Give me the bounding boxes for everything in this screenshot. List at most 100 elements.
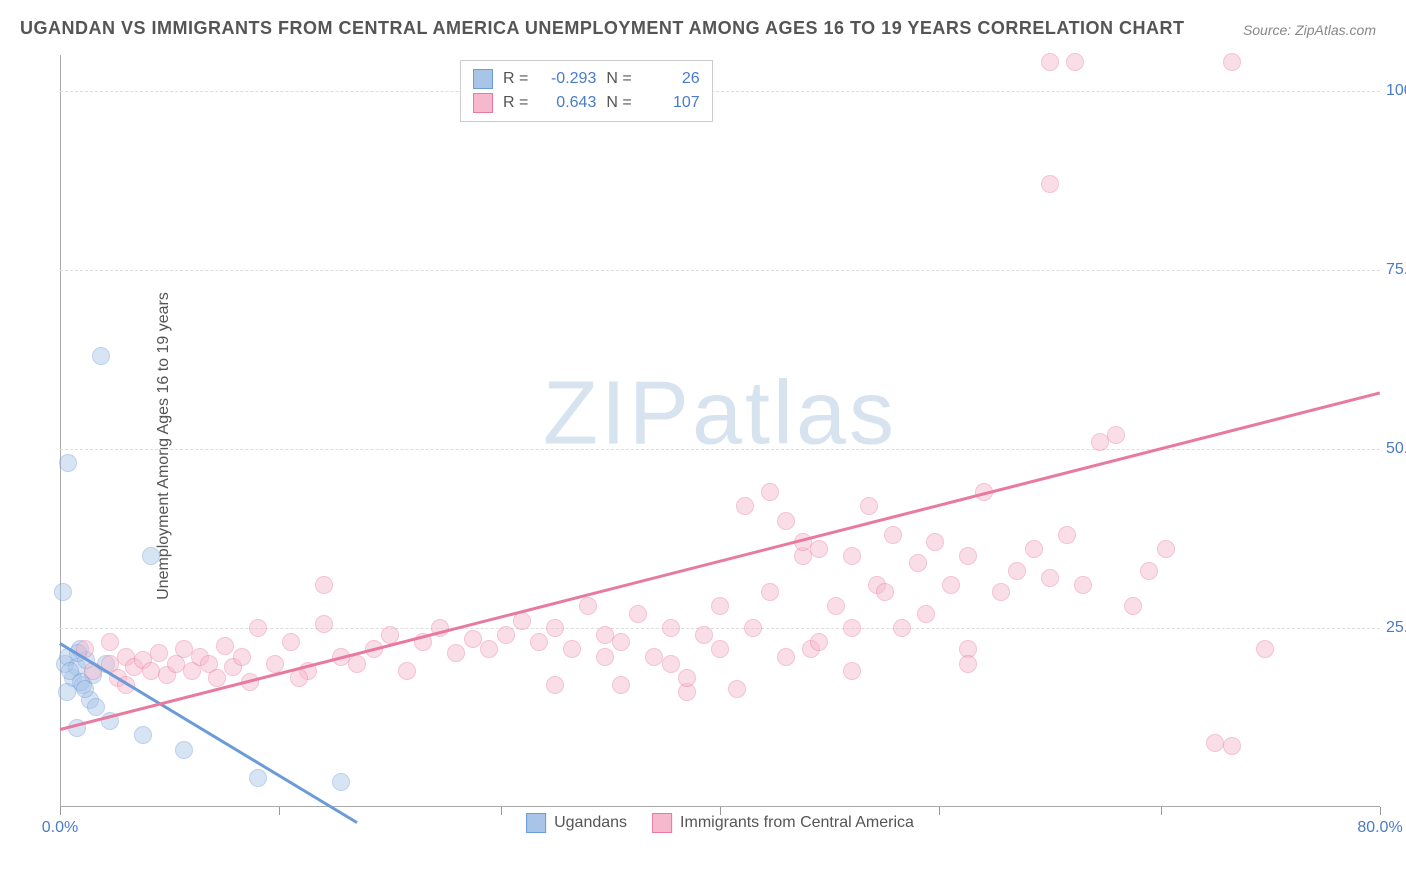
- data-point: [612, 633, 630, 651]
- data-point: [59, 454, 77, 472]
- data-point: [92, 347, 110, 365]
- data-point: [142, 662, 160, 680]
- data-point: [216, 637, 234, 655]
- data-point: [884, 526, 902, 544]
- data-point: [843, 547, 861, 565]
- data-point: [959, 547, 977, 565]
- legend-label-1: Ugandans: [554, 814, 627, 832]
- data-point: [1157, 540, 1175, 558]
- data-point: [233, 648, 251, 666]
- correlation-legend: R = -0.293 N = 26 R = 0.643 N = 107: [460, 60, 713, 122]
- data-point: [777, 648, 795, 666]
- gridline: [60, 91, 1380, 92]
- data-point: [87, 698, 105, 716]
- xtick: [720, 807, 721, 815]
- data-point: [1074, 576, 1092, 594]
- data-point: [101, 633, 119, 651]
- n-value-2: 107: [642, 94, 700, 112]
- data-point: [942, 576, 960, 594]
- data-point: [992, 583, 1010, 601]
- data-point: [398, 662, 416, 680]
- data-point: [546, 619, 564, 637]
- ytick-label: 100.0%: [1386, 82, 1406, 100]
- data-point: [1206, 734, 1224, 752]
- data-point: [711, 597, 729, 615]
- data-point: [1223, 53, 1241, 71]
- ytick-label: 50.0%: [1386, 440, 1406, 458]
- data-point: [579, 597, 597, 615]
- data-point: [1066, 53, 1084, 71]
- n-label: N =: [606, 70, 631, 88]
- data-point: [464, 630, 482, 648]
- data-point: [761, 483, 779, 501]
- data-point: [596, 626, 614, 644]
- xtick: [60, 807, 61, 815]
- data-point: [1008, 562, 1026, 580]
- gridline: [60, 449, 1380, 450]
- data-point: [1025, 540, 1043, 558]
- data-point: [563, 640, 581, 658]
- data-point: [150, 644, 168, 662]
- r-label: R =: [503, 70, 528, 88]
- data-point: [1256, 640, 1274, 658]
- xtick: [939, 807, 940, 815]
- plot-area: ZIPatlas R = -0.293 N = 26 R = 0.643 N =…: [60, 55, 1380, 835]
- data-point: [810, 540, 828, 558]
- data-point: [315, 576, 333, 594]
- xtick-label: 0.0%: [42, 819, 78, 837]
- data-point: [876, 583, 894, 601]
- data-point: [629, 605, 647, 623]
- data-point: [480, 640, 498, 658]
- data-point: [348, 655, 366, 673]
- data-point: [134, 726, 152, 744]
- data-point: [596, 648, 614, 666]
- data-point: [860, 497, 878, 515]
- ytick-label: 25.0%: [1386, 619, 1406, 637]
- data-point: [926, 533, 944, 551]
- data-point: [662, 655, 680, 673]
- xtick: [1380, 807, 1381, 815]
- data-point: [645, 648, 663, 666]
- r-value-2: 0.643: [538, 94, 596, 112]
- data-point: [175, 741, 193, 759]
- data-point: [530, 633, 548, 651]
- ytick-label: 75.0%: [1386, 261, 1406, 279]
- data-point: [777, 512, 795, 530]
- legend-row-1: R = -0.293 N = 26: [473, 67, 700, 91]
- xtick: [279, 807, 280, 815]
- xtick: [501, 807, 502, 815]
- data-point: [142, 547, 160, 565]
- legend-swatch-pink: [473, 93, 493, 113]
- data-point: [208, 669, 226, 687]
- data-point: [513, 612, 531, 630]
- data-point: [612, 676, 630, 694]
- r-label: R =: [503, 94, 528, 112]
- data-point: [1041, 53, 1059, 71]
- data-point: [736, 497, 754, 515]
- data-point: [1140, 562, 1158, 580]
- data-point: [1107, 426, 1125, 444]
- data-point: [827, 597, 845, 615]
- data-point: [546, 676, 564, 694]
- data-point: [909, 554, 927, 572]
- data-point: [761, 583, 779, 601]
- data-point: [332, 773, 350, 791]
- data-point: [266, 655, 284, 673]
- trend-line: [60, 392, 1381, 731]
- data-point: [843, 662, 861, 680]
- n-label: N =: [606, 94, 631, 112]
- data-point: [695, 626, 713, 644]
- gridline: [60, 270, 1380, 271]
- series-legend: Ugandans Immigrants from Central America: [526, 813, 914, 833]
- source-label: Source: ZipAtlas.com: [1243, 22, 1376, 38]
- xtick-label: 80.0%: [1357, 819, 1402, 837]
- data-point: [290, 669, 308, 687]
- legend-label-2: Immigrants from Central America: [680, 814, 914, 832]
- data-point: [959, 655, 977, 673]
- data-point: [315, 615, 333, 633]
- n-value-1: 26: [642, 70, 700, 88]
- data-point: [1041, 569, 1059, 587]
- data-point: [249, 769, 267, 787]
- data-point: [447, 644, 465, 662]
- data-point: [917, 605, 935, 623]
